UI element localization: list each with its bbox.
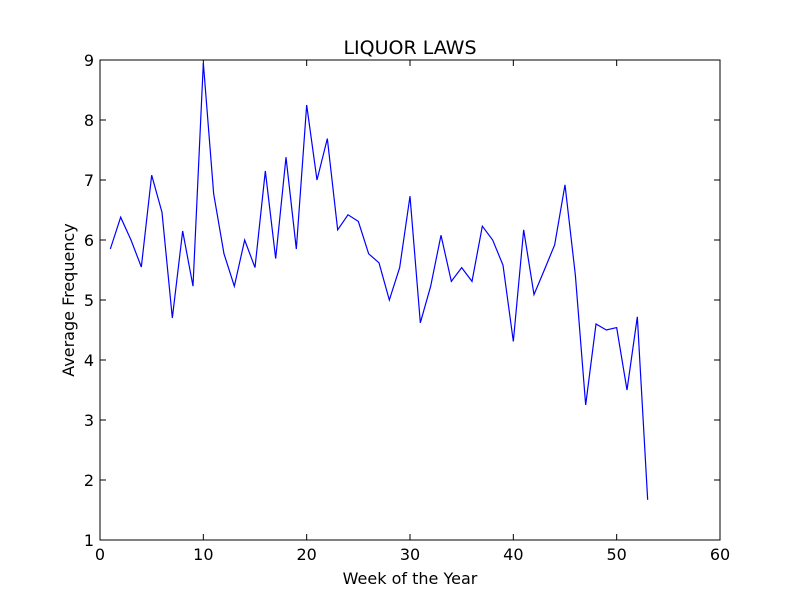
x-tick-label: 50	[606, 545, 626, 564]
series-line	[109, 62, 649, 500]
x-tick-label: 30	[400, 545, 420, 564]
x-tick-label: 0	[95, 545, 105, 564]
axis-tick-labels: 0 10 20 30 40 50 60 1 2 3 4 5 6 7 8 9	[84, 51, 730, 564]
y-tick-label: 6	[84, 231, 94, 250]
plot-frame	[99, 59, 721, 541]
y-axis-label: Average Frequency	[59, 223, 78, 376]
y-tick-label: 1	[84, 531, 94, 550]
chart-title: LIQUOR LAWS	[343, 37, 476, 59]
y-tick-label: 5	[84, 291, 94, 310]
y-tick-label: 3	[84, 411, 94, 430]
x-tick-label: 40	[503, 545, 523, 564]
x-axis-label: Week of the Year	[343, 569, 478, 588]
y-tick-label: 8	[84, 111, 94, 130]
y-tick-label: 7	[84, 171, 94, 190]
y-tick-label: 9	[84, 51, 94, 70]
x-tick-label: 10	[193, 545, 213, 564]
x-tick-label: 20	[296, 545, 316, 564]
y-tick-label: 2	[84, 471, 94, 490]
x-tick-label: 60	[710, 545, 730, 564]
y-tick-label: 4	[84, 351, 94, 370]
axis-ticks	[99, 59, 721, 541]
